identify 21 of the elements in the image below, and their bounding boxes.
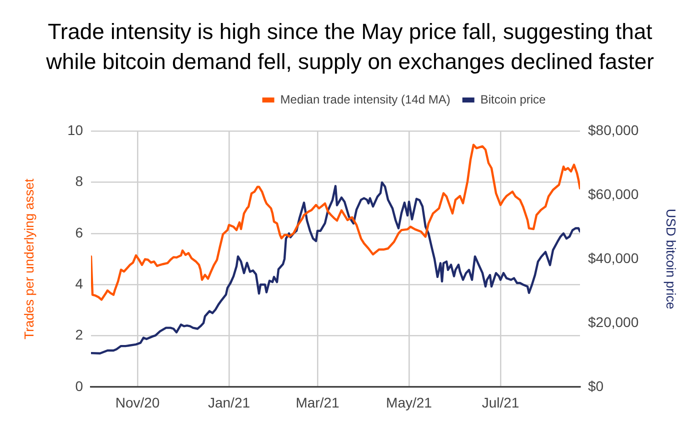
y-tick-label: 10 <box>67 122 84 138</box>
x-tick-label: Jul/21 <box>482 394 520 410</box>
x-tick-label: Mar/21 <box>296 394 340 410</box>
y-tick-label: 6 <box>75 224 84 240</box>
x-tick-label: Nov/20 <box>115 394 160 410</box>
y2-tick-label: $60,000 <box>588 186 639 202</box>
y2-tick-label: $40,000 <box>588 250 639 266</box>
legend-label: Median trade intensity (14d MA) <box>280 92 450 106</box>
y2-axis-title: USD bitcoin price <box>664 208 679 310</box>
y-tick-label: 4 <box>75 275 84 292</box>
chart-title: Trade intensity is high since the May price fall, suggesting that while bitcoin demand fell, supply on exchanges declined faster <box>45 18 655 76</box>
y-tick-label: 0 <box>75 378 84 394</box>
legend-label: Bitcoin price <box>480 92 546 106</box>
x-tick-label: Jan/21 <box>208 394 250 410</box>
y-tick-label: 2 <box>75 326 84 343</box>
y2-tick-label: $0 <box>588 378 604 394</box>
y-axis-title: Trades per underlying asset <box>21 178 36 340</box>
y2-tick-label: $20,000 <box>588 314 639 330</box>
x-tick-label: May/21 <box>386 394 432 410</box>
y-tick-label: 8 <box>75 173 84 190</box>
y2-tick-label: $80,000 <box>588 122 639 138</box>
